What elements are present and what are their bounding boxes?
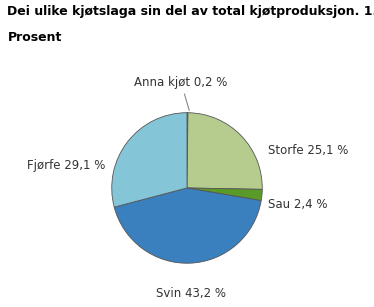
Wedge shape <box>187 113 188 188</box>
Text: Prosent: Prosent <box>7 31 62 44</box>
Text: Dei ulike kjøtslaga sin del av total kjøtproduksjon. 1. halvår 2012.: Dei ulike kjøtslaga sin del av total kjø… <box>7 3 374 17</box>
Text: Svin 43,2 %: Svin 43,2 % <box>156 287 226 300</box>
Wedge shape <box>187 113 262 189</box>
Text: Fjørfe 29,1 %: Fjørfe 29,1 % <box>27 159 106 172</box>
Text: Anna kjøt 0,2 %: Anna kjøt 0,2 % <box>134 76 228 111</box>
Wedge shape <box>187 188 262 201</box>
Text: Storfe 25,1 %: Storfe 25,1 % <box>268 144 349 157</box>
Wedge shape <box>114 188 261 263</box>
Wedge shape <box>112 113 187 207</box>
Text: Sau 2,4 %: Sau 2,4 % <box>268 198 328 211</box>
